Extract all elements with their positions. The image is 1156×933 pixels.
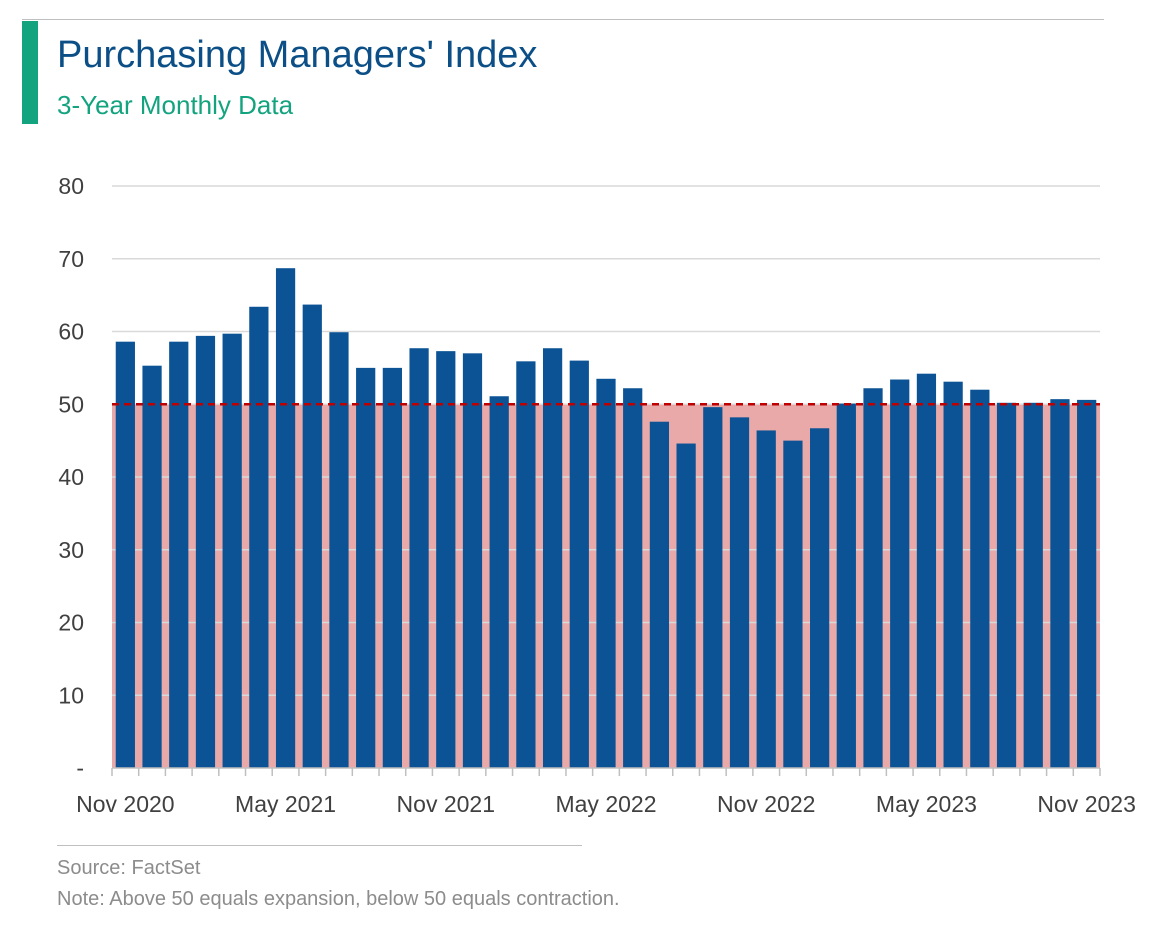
y-tick-label: 60 [58,319,84,345]
bar [542,348,563,768]
x-tick-label: May 2022 [555,791,656,817]
bar [836,403,856,768]
bar [783,440,803,768]
y-tick-label: 30 [58,537,84,563]
chart-title: Purchasing Managers' Index [57,34,538,76]
bar [863,388,883,768]
bar [676,443,696,768]
bar [649,421,670,768]
chart-subtitle: 3-Year Monthly Data [57,90,294,120]
x-tick-label: Nov 2022 [717,791,815,817]
bar [249,306,269,768]
y-tick-label: 50 [58,391,84,417]
bar [436,351,456,768]
y-tick-label: 20 [58,610,84,636]
y-tick-label: 40 [58,464,84,490]
bar [596,378,616,768]
y-tick-label: 70 [58,246,84,272]
bar [356,367,376,768]
bar [703,407,723,768]
bar [489,396,509,768]
source-note: Source: FactSet [57,857,201,879]
y-tick-label: 10 [58,682,84,708]
bar [302,304,322,768]
title-accent-bar [22,21,38,124]
bar [1050,399,1070,768]
x-tick-label: Nov 2023 [1037,791,1135,817]
bar [409,348,429,768]
x-tick-label: May 2021 [235,791,336,817]
y-tick-label: - [76,755,84,781]
x-tick-label: May 2023 [876,791,977,817]
bar [222,333,242,768]
bar [916,373,937,768]
bar [169,341,189,768]
bar [729,417,750,768]
bar [329,332,349,768]
bar [275,268,296,768]
bar [462,353,483,768]
bar [382,367,402,768]
bar [756,430,776,768]
y-tick-label: 80 [58,173,84,199]
pmi-bar-chart: - 10 20 30 40 50 60 70 80 Nov 2020 May 2021 Nov 202… [58,173,1135,817]
bar [115,341,135,768]
bar [569,360,589,768]
bar [1077,399,1097,768]
bar [142,365,162,768]
bar [195,335,216,768]
bar [1023,402,1043,768]
bar [996,402,1017,768]
bar [890,379,910,768]
bar [810,428,830,768]
x-tick-label: Nov 2020 [76,791,174,817]
footer-divider [57,845,582,846]
bar [623,388,643,768]
bar [943,381,963,768]
footnote: Note: Above 50 equals expansion, below 5… [57,888,620,910]
x-tick-label: Nov 2021 [397,791,495,817]
bar [970,389,990,768]
top-divider [22,19,1104,20]
bar [516,361,536,768]
